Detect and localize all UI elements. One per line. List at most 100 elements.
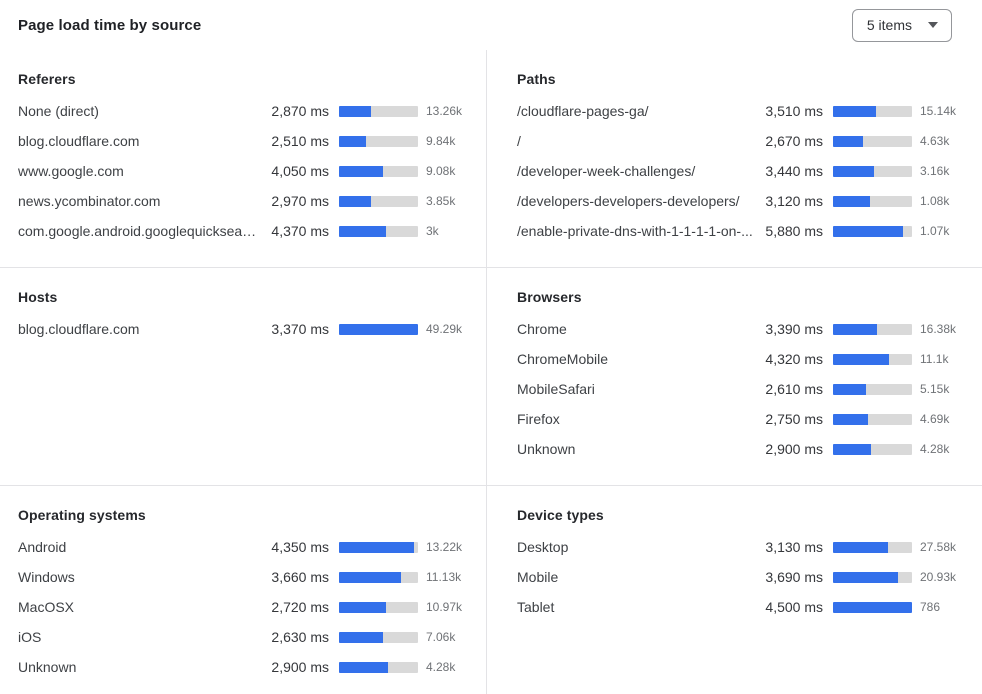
row-bar-fill <box>833 383 866 395</box>
row-ms-value: 4,050 ms <box>271 163 329 179</box>
row-bar-fill <box>833 225 903 237</box>
metric-row: Chrome 3,390 ms 16.38k <box>517 314 972 344</box>
metric-row: blog.cloudflare.com 3,370 ms 49.29k <box>18 314 478 344</box>
panel-title: Hosts <box>18 289 58 305</box>
row-count: 16.38k <box>920 322 957 336</box>
row-bar-fill <box>339 195 372 207</box>
row-count: 13.26k <box>426 104 463 118</box>
row-label: MacOSX <box>18 599 75 615</box>
metric-row: /enable-private-dns-with-1-1-1-1-on-... 5… <box>517 216 972 246</box>
row-bar-fill <box>339 225 387 237</box>
row-count: 13.22k <box>426 540 463 554</box>
row-bar-fill <box>833 323 877 335</box>
metric-row: Android 4,350 ms 13.22k <box>18 532 478 562</box>
panel-title: Device types <box>517 507 604 523</box>
row-bar-fill <box>833 601 912 613</box>
row-ms-value: 2,510 ms <box>271 133 329 149</box>
metric-row: Tablet 4,500 ms 786 <box>517 592 972 622</box>
row-count: 49.29k <box>426 322 463 336</box>
row-count: 786 <box>920 600 941 614</box>
panel-title: Browsers <box>517 289 582 305</box>
panel-browsers: Browsers Chrome 3,390 ms 16.38k ChromeMobil… <box>486 267 982 485</box>
metric-rows: None (direct) 2,870 ms 13.26k blog.cloudfla… <box>18 96 478 246</box>
panel-device-types: Device types Desktop 3,130 ms 27.58k Mobile… <box>486 485 982 694</box>
row-count: 4.28k <box>426 660 456 674</box>
metric-row: /developer-week-challenges/3,440 ms 3.16k <box>517 156 972 186</box>
row-bar-fill <box>833 195 871 207</box>
row-ms-value: 3,390 ms <box>765 321 823 337</box>
row-bar-fill <box>339 571 401 583</box>
row-bar-track <box>339 105 418 117</box>
metric-rows: blog.cloudflare.com 3,370 ms 49.29k <box>18 314 478 344</box>
row-count: 7.06k <box>426 630 456 644</box>
panel-title: Operating systems <box>18 507 146 523</box>
row-bar-fill <box>833 135 864 147</box>
metric-row: news.ycombinator.com 2,970 ms 3.85k <box>18 186 478 216</box>
row-bar-track <box>339 195 418 207</box>
row-label: / <box>517 133 521 149</box>
row-ms-value: 3,440 ms <box>765 163 823 179</box>
row-ms-value: 3,370 ms <box>271 321 329 337</box>
row-count: 5.15k <box>920 382 950 396</box>
panel-operating-systems: Operating systems Android 4,350 ms 13.22k W… <box>0 485 486 694</box>
metric-row: Unknown 2,900 ms 4.28k <box>517 434 972 464</box>
row-label: Windows <box>18 569 75 585</box>
row-ms-value: 2,610 ms <box>765 381 823 397</box>
dropdown-selected-value: 5 items <box>866 17 912 33</box>
row-label: /developer-week-challenges/ <box>517 163 696 179</box>
row-bar-track <box>339 165 418 177</box>
row-label: Tablet <box>517 599 555 615</box>
row-count: 4.63k <box>920 134 950 148</box>
row-bar-fill <box>833 353 889 365</box>
row-bar-fill <box>339 601 386 613</box>
row-bar-track <box>339 323 418 335</box>
row-bar-track <box>339 135 418 147</box>
row-label: blog.cloudflare.com <box>18 133 140 149</box>
row-bar-fill <box>833 443 871 455</box>
row-count: 15.14k <box>920 104 957 118</box>
row-label: /cloudflare-pages-ga/ <box>517 103 649 119</box>
metric-row: Windows 3,660 ms 11.13k <box>18 562 478 592</box>
row-label: Desktop <box>517 539 569 555</box>
row-bar-track <box>833 195 912 207</box>
row-count: 11.1k <box>920 352 949 366</box>
row-label: /enable-private-dns-with-1-1-1-1-on-... <box>517 223 753 239</box>
row-count: 3.16k <box>920 164 950 178</box>
metric-row: blog.cloudflare.com 2,510 ms 9.84k <box>18 126 478 156</box>
row-bar-fill <box>339 661 388 673</box>
metric-row: None (direct) 2,870 ms 13.26k <box>18 96 478 126</box>
row-bar-fill <box>339 165 383 177</box>
row-count: 3k <box>426 224 439 238</box>
row-label: Unknown <box>517 441 576 457</box>
metric-row: com.google.android.googlequicksearc... 4,… <box>18 216 478 246</box>
row-label: Firefox <box>517 411 560 427</box>
row-bar-track <box>833 105 912 117</box>
row-count: 11.13k <box>426 570 462 584</box>
row-bar-fill <box>833 413 869 425</box>
row-count: 3.85k <box>426 194 456 208</box>
row-bar-track <box>833 135 912 147</box>
metric-row: /developers-developers-developers/3,120 … <box>517 186 972 216</box>
row-count: 9.84k <box>426 134 456 148</box>
row-ms-value: 2,630 ms <box>271 629 329 645</box>
items-count-dropdown[interactable]: 5 items <box>851 8 952 42</box>
metric-row: MobileSafari 2,610 ms 5.15k <box>517 374 972 404</box>
row-bar-fill <box>339 135 367 147</box>
row-bar-fill <box>833 541 888 553</box>
row-ms-value: 2,900 ms <box>271 659 329 675</box>
row-ms-value: 4,370 ms <box>271 223 329 239</box>
row-bar-fill <box>833 105 876 117</box>
metric-row: /cloudflare-pages-ga/3,510 ms 15.14k <box>517 96 972 126</box>
row-label: Chrome <box>517 321 567 337</box>
metric-row: Unknown 2,900 ms 4.28k <box>18 652 478 682</box>
row-ms-value: 3,690 ms <box>765 569 823 585</box>
panel-title: Paths <box>517 71 556 87</box>
row-bar-track <box>339 661 418 673</box>
row-bar-track <box>833 225 912 237</box>
metric-row: ChromeMobile 4,320 ms 11.1k <box>517 344 972 374</box>
panel-hosts: Hosts blog.cloudflare.com 3,370 ms 49.29k <box>0 267 486 485</box>
row-ms-value: 4,350 ms <box>271 539 329 555</box>
row-bar-fill <box>339 541 414 553</box>
row-bar-track <box>833 383 912 395</box>
row-bar-fill <box>339 323 418 335</box>
